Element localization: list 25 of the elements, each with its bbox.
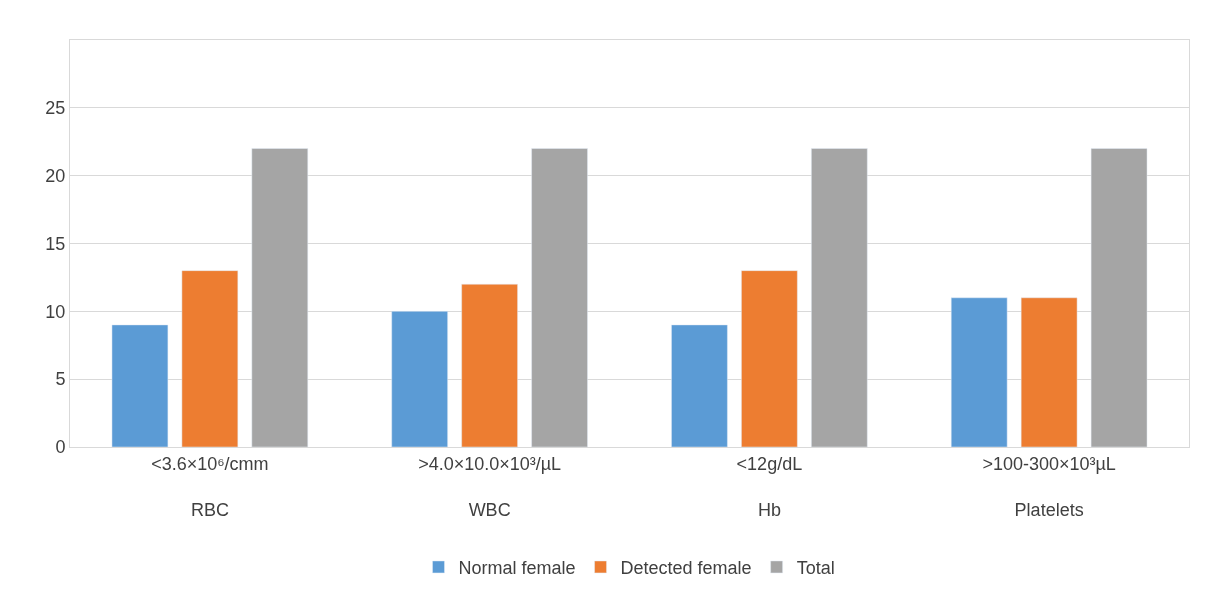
legend-label: Detected female	[620, 557, 752, 578]
legend-label: Total	[796, 557, 835, 578]
bar	[671, 324, 728, 447]
category-label: <3.6×10⁶/cmm RBC	[151, 453, 269, 521]
bar	[811, 148, 868, 447]
bar	[461, 283, 518, 447]
legend-label: Normal female	[458, 557, 576, 578]
bar	[1090, 148, 1148, 447]
y-tick-label: 15	[45, 233, 66, 254]
bar	[1020, 297, 1078, 447]
bar	[741, 270, 798, 447]
bar	[950, 297, 1008, 447]
bar	[391, 311, 448, 447]
category-label: >4.0×10.0×10³/µL WBC	[418, 453, 562, 521]
category-label: >100-300×10³µL Platelets	[982, 453, 1116, 521]
bar	[251, 148, 309, 447]
y-tick-label: 5	[55, 369, 66, 390]
y-tick-label: 25	[45, 98, 66, 119]
y-tick-label: 10	[45, 301, 66, 322]
y-tick-label: 20	[45, 165, 66, 186]
bar	[111, 324, 169, 447]
y-tick-label: 0	[55, 437, 66, 458]
bar	[531, 148, 588, 447]
bar	[181, 270, 239, 447]
category-label: <12g/dL Hb	[736, 453, 803, 521]
